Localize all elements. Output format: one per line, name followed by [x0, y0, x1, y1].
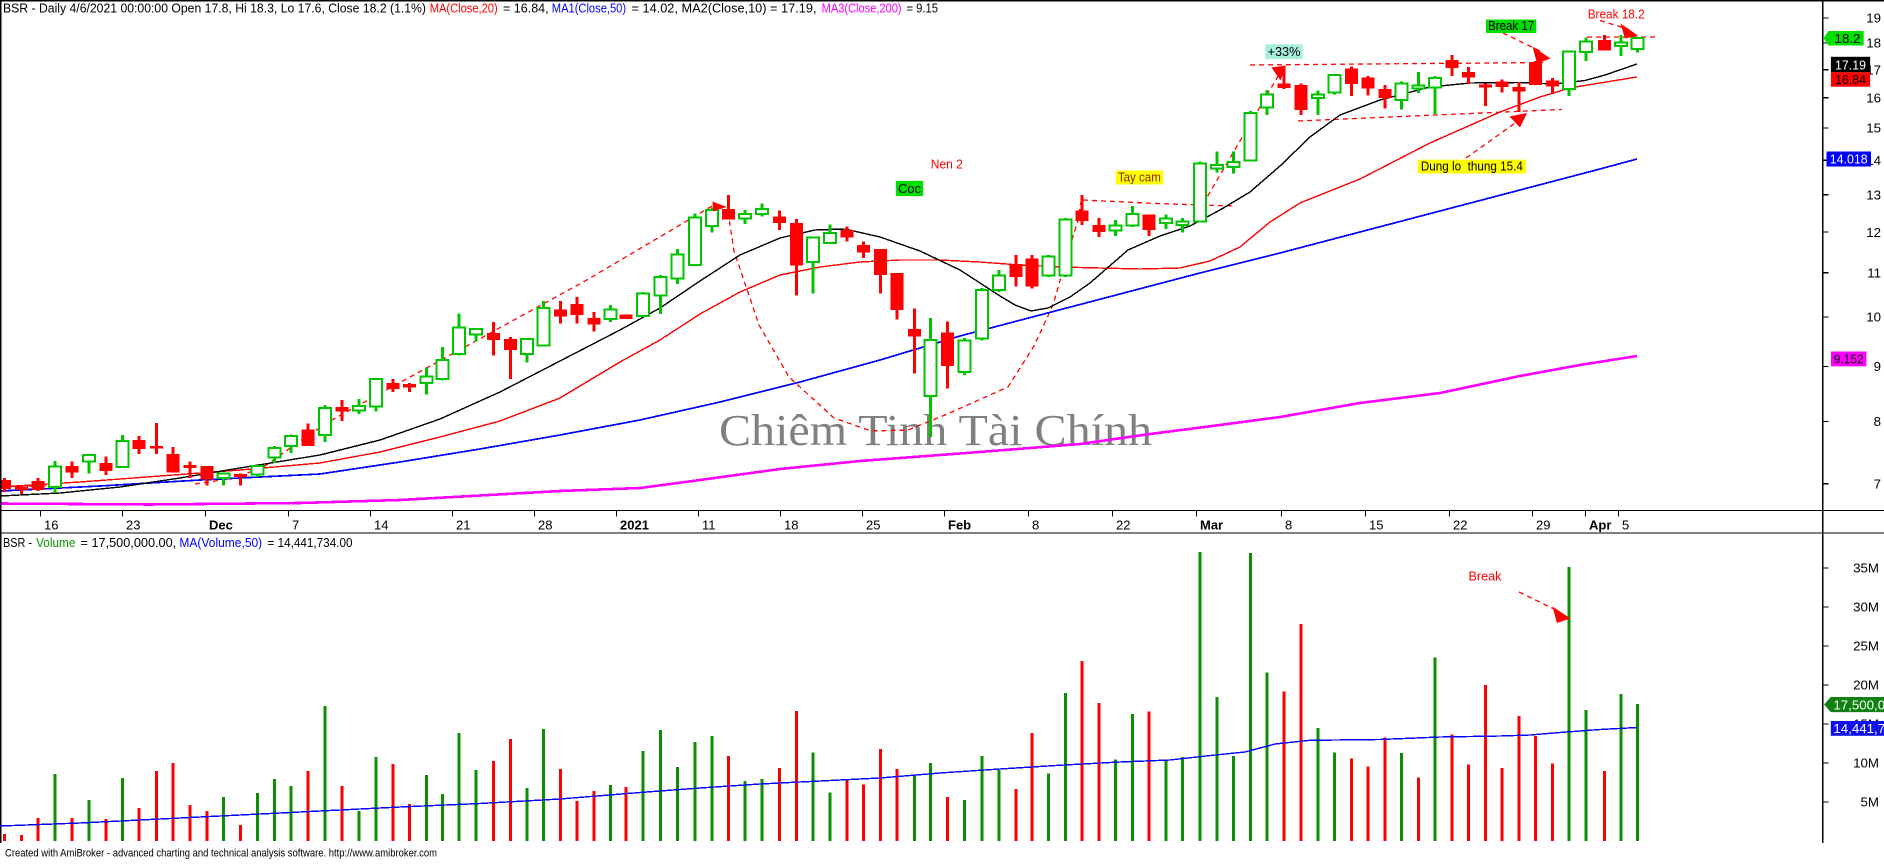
svg-text:14,441,734.00: 14,441,734.00 [1833, 721, 1884, 736]
svg-text:= 14,441,734.00: = 14,441,734.00 [268, 535, 353, 550]
svg-text:2021: 2021 [620, 518, 649, 533]
svg-text:11: 11 [702, 518, 716, 533]
svg-text:Break 17: Break 17 [1488, 18, 1534, 33]
svg-text:25M: 25M [1853, 639, 1879, 654]
svg-text:23: 23 [126, 518, 140, 533]
svg-text:BSR -: BSR - [3, 535, 32, 550]
svg-text:BSR - Daily 4/6/2021 00:00:00: BSR - Daily 4/6/2021 00:00:00 Open 17.8,… [3, 1, 426, 16]
svg-text:Dec: Dec [209, 518, 233, 533]
svg-text:15: 15 [1866, 121, 1881, 136]
svg-text:15: 15 [1369, 518, 1383, 533]
svg-text:Chiêm Tinh Tài Chính: Chiêm Tinh Tài Chính [719, 406, 1152, 455]
svg-text:MA(Close,20): MA(Close,20) [430, 1, 498, 16]
svg-text:16: 16 [44, 518, 58, 533]
svg-text:= 9.15: = 9.15 [907, 1, 939, 16]
svg-text:Break 18.2: Break 18.2 [1588, 7, 1645, 22]
svg-text:16: 16 [1866, 90, 1881, 105]
svg-text:11: 11 [1867, 265, 1881, 280]
svg-text:Coc: Coc [898, 181, 921, 196]
svg-text:8: 8 [1874, 414, 1881, 429]
svg-text:MA(Volume,50): MA(Volume,50) [179, 535, 262, 550]
svg-text:Feb: Feb [948, 518, 971, 533]
svg-text:Dung lo thung 15.4: Dung lo thung 15.4 [1421, 158, 1523, 173]
svg-text:28: 28 [538, 518, 552, 533]
svg-text:Volume: Volume [36, 535, 75, 550]
svg-text:21: 21 [456, 518, 470, 533]
svg-text:Break: Break [1469, 569, 1502, 584]
svg-text:12: 12 [1866, 225, 1881, 240]
svg-text:10M: 10M [1853, 756, 1879, 771]
svg-text:18: 18 [784, 518, 798, 533]
svg-text:14: 14 [374, 518, 388, 533]
svg-text:= 17,500,000.00,: = 17,500,000.00, [81, 535, 177, 550]
svg-text:29: 29 [1536, 518, 1550, 533]
svg-text:16.84: 16.84 [1835, 72, 1866, 87]
svg-text:5: 5 [1622, 518, 1629, 533]
svg-text:18: 18 [1866, 36, 1881, 51]
svg-text:22: 22 [1453, 518, 1467, 533]
svg-text:25: 25 [866, 518, 880, 533]
svg-text:Apr: Apr [1589, 518, 1611, 533]
svg-text:17,500,000.00: 17,500,000.00 [1833, 698, 1884, 713]
svg-text:9: 9 [1874, 359, 1881, 374]
svg-text:= 14.02, MA2(Close,10) = 17.19: = 14.02, MA2(Close,10) = 17.19, [632, 1, 817, 16]
svg-text:8: 8 [1285, 518, 1292, 533]
svg-text:Mar: Mar [1200, 518, 1223, 533]
svg-text:20M: 20M [1853, 678, 1879, 693]
svg-text:35M: 35M [1853, 561, 1879, 576]
svg-text:10: 10 [1866, 310, 1881, 325]
svg-text:MA3(Close,200): MA3(Close,200) [822, 1, 902, 16]
svg-text:18.2: 18.2 [1835, 31, 1861, 46]
svg-text:19: 19 [1866, 11, 1881, 26]
svg-text:MA1(Close,50): MA1(Close,50) [552, 1, 626, 16]
svg-text:22: 22 [1116, 518, 1130, 533]
svg-text:Nen 2: Nen 2 [931, 156, 963, 171]
svg-text:8: 8 [1032, 518, 1039, 533]
svg-text:7: 7 [1874, 476, 1881, 491]
svg-text:17.19: 17.19 [1835, 57, 1866, 72]
svg-text:= 16.84,: = 16.84, [503, 1, 549, 16]
svg-text:7: 7 [292, 518, 299, 533]
svg-text:Tay cam: Tay cam [1118, 169, 1161, 184]
svg-text:14.018: 14.018 [1830, 151, 1868, 166]
svg-text:13: 13 [1866, 187, 1881, 202]
svg-text:+33%: +33% [1268, 44, 1301, 59]
svg-text:9.152: 9.152 [1834, 351, 1864, 366]
svg-text:Created with AmiBroker - advan: Created with AmiBroker - advanced charti… [5, 848, 437, 860]
svg-text:30M: 30M [1853, 600, 1879, 615]
svg-text:5M: 5M [1861, 795, 1879, 810]
